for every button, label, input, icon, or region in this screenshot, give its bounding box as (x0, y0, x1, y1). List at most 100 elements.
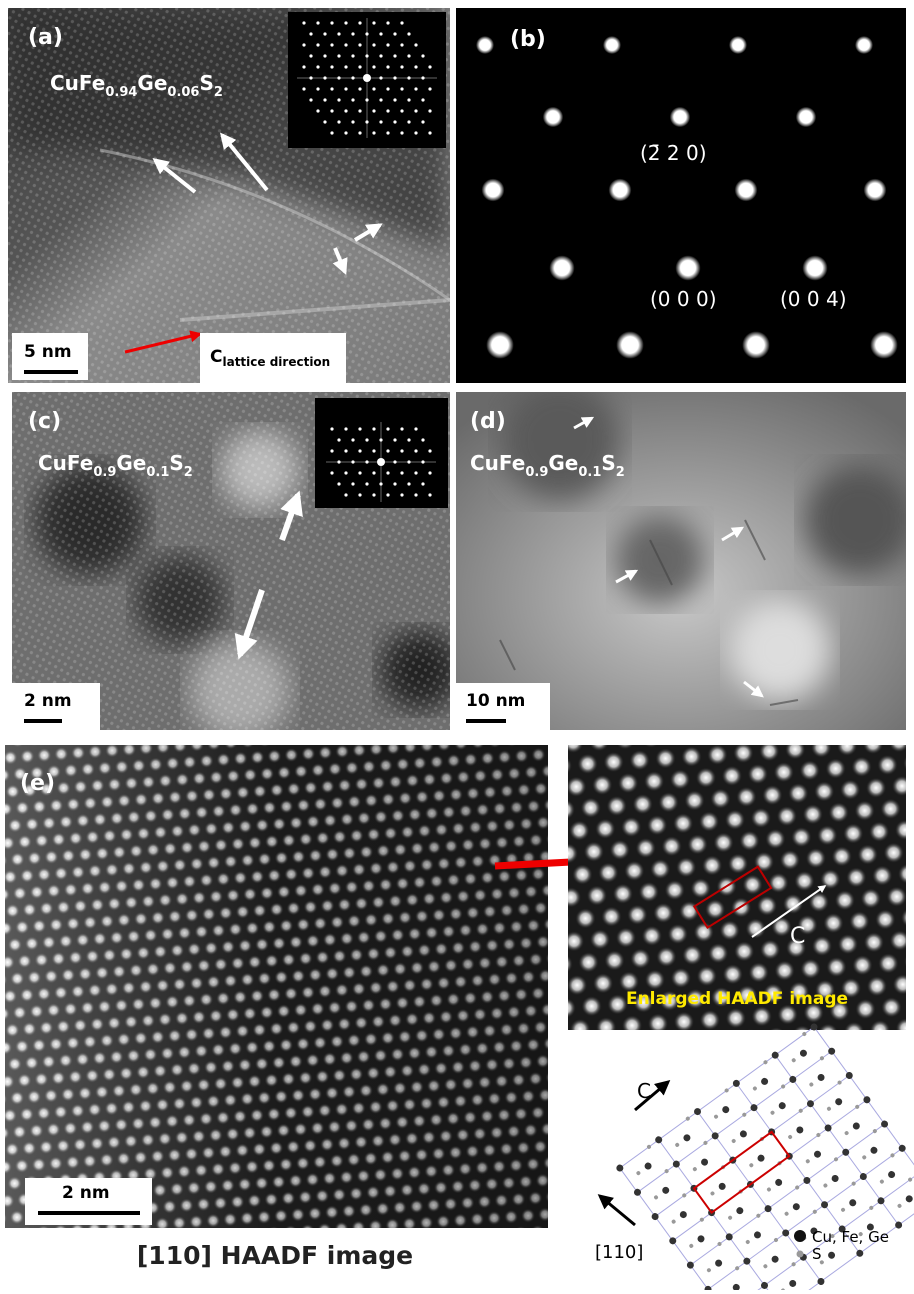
fft-spot (400, 493, 403, 496)
fft-spot (330, 43, 333, 46)
fft-spot (372, 131, 375, 134)
fft-spot (302, 21, 305, 24)
fft-spot (379, 76, 382, 79)
fft-spot (379, 482, 382, 485)
model-atom (844, 1071, 854, 1081)
fft-spot (379, 98, 382, 101)
model-atom (731, 1078, 741, 1088)
model-atom (869, 1145, 879, 1155)
model-atom (756, 1153, 766, 1163)
formula-part: CuFe (50, 71, 105, 95)
model-atom (848, 1198, 858, 1208)
fft-spot (358, 471, 361, 474)
fft-spot (323, 98, 326, 101)
model-atom (650, 1212, 660, 1222)
model-atom-s (844, 1130, 850, 1136)
fft-spot (358, 109, 361, 112)
fft-spot (377, 458, 385, 466)
model-atom-s (710, 1191, 716, 1197)
fft-spot (414, 87, 417, 90)
model-atom-s (745, 1239, 751, 1245)
fft-spot (365, 32, 368, 35)
model-atom (894, 1220, 904, 1230)
model-atom (710, 1131, 720, 1141)
model-atom-s (688, 1243, 694, 1249)
model-atom-s (840, 1207, 846, 1213)
spot (864, 179, 887, 202)
fft-spot (372, 87, 375, 90)
model-atom-s (826, 1106, 832, 1112)
spot (616, 331, 644, 359)
model-atom-s (749, 1162, 755, 1168)
model-atom (760, 1281, 770, 1290)
fft-spot (323, 54, 326, 57)
fft-spot (372, 65, 375, 68)
model-atom (816, 1073, 826, 1083)
fft-spot (302, 65, 305, 68)
fft-spot (421, 54, 424, 57)
fft-spot (337, 460, 340, 463)
caption: [110] HAADF image (137, 1241, 413, 1270)
fft-spot (393, 438, 396, 441)
direction-c: C (210, 347, 222, 367)
spot (855, 36, 873, 54)
model-atom (724, 1232, 734, 1242)
scale-bar-label: 2 nm (24, 691, 72, 711)
spot-label: (0 0 4) (780, 287, 847, 311)
model-110-arrow (600, 1196, 635, 1225)
spot (870, 331, 898, 359)
fft-spot (400, 43, 403, 46)
fft-spot (358, 21, 361, 24)
model-atom (643, 1161, 653, 1171)
fft-spot (309, 76, 312, 79)
model-axis-label: C (637, 1079, 651, 1103)
model-atom (834, 1097, 844, 1107)
model-atom (830, 1174, 840, 1184)
model-atom-s (671, 1219, 677, 1225)
model-atom (862, 1095, 872, 1105)
model-atom (682, 1133, 692, 1143)
formula-sub: 2 (214, 85, 223, 100)
fft-spot (358, 65, 361, 68)
fft-spot (407, 76, 410, 79)
diffraction-pattern (456, 8, 906, 383)
spot (670, 107, 690, 127)
model-atom (876, 1196, 886, 1206)
spot (549, 255, 574, 280)
fft-spot (372, 449, 375, 452)
fft-spot (330, 427, 333, 430)
fft-spot (330, 131, 333, 134)
model-axis-label: [110] (595, 1242, 643, 1263)
model-atom (799, 1048, 809, 1058)
fft-spot (414, 449, 417, 452)
panel-d-image (456, 380, 914, 730)
fft-spot (421, 482, 424, 485)
fft-spot (337, 120, 340, 123)
spot (796, 107, 816, 127)
model-atom (696, 1234, 706, 1244)
model-grid (615, 1022, 914, 1290)
fft-spot (351, 54, 354, 57)
model-atom (760, 1077, 770, 1087)
model-atom (654, 1135, 664, 1145)
spot (729, 36, 747, 54)
fft-spot (351, 438, 354, 441)
fft-spot (407, 54, 410, 57)
fft-spot (428, 131, 431, 134)
scale-bar-label: 2 nm (62, 1183, 110, 1203)
spot-label: (2̄ 2 0) (640, 141, 707, 165)
model-atom-s (770, 1110, 776, 1116)
formula-part: Ge (137, 71, 167, 95)
fft-spot (379, 438, 382, 441)
model-atom-s (706, 1267, 712, 1273)
fft-spot (372, 109, 375, 112)
formula-sub: 2 (184, 465, 193, 480)
model-atom-s (653, 1195, 659, 1201)
fft-spot (414, 471, 417, 474)
model-atom (827, 1250, 837, 1260)
model-atom (770, 1050, 780, 1060)
formula-sub: 0.9 (525, 465, 548, 480)
fft-spot (393, 98, 396, 101)
fft-spot (358, 131, 361, 134)
fft-spot (414, 109, 417, 112)
